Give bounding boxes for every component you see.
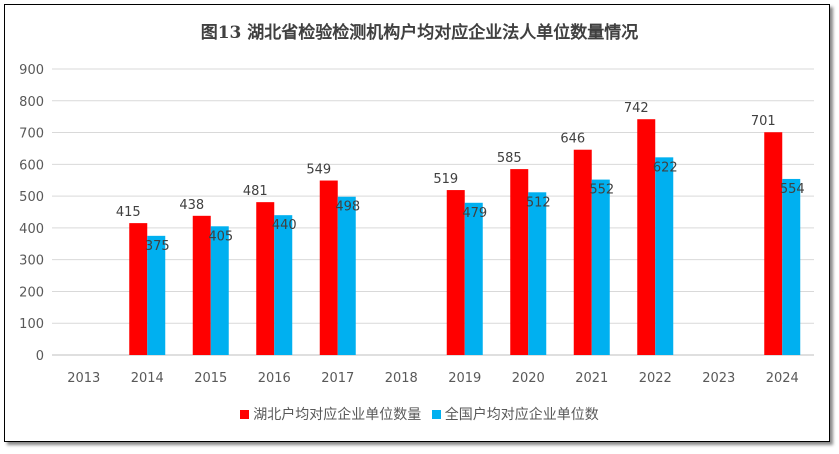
legend-swatch [431,409,441,419]
data-label: 438 [179,198,204,213]
bar-national [464,202,483,355]
x-tick-label: 2016 [258,371,291,386]
bar-national [210,226,229,355]
bar-national [655,157,674,355]
data-label: 512 [526,195,551,210]
y-tick-label: 100 [19,317,44,332]
bar-national [782,178,801,355]
bar-hubei [192,215,211,355]
x-tick-label: 2022 [639,371,672,386]
legend: 湖北户均对应企业单位数量 全国户均对应企业单位数 [0,404,839,424]
bar-hubei [764,132,783,355]
data-label: 701 [751,114,776,129]
y-tick-label: 600 [19,158,44,173]
y-tick-label: 700 [19,127,44,142]
bar-national [274,215,293,355]
bar-national [147,235,166,355]
x-tick-label: 2021 [575,371,608,386]
y-tick-label: 300 [19,254,44,269]
data-label: 519 [433,172,458,187]
y-tick-label: 200 [19,285,44,300]
bar-hubei [637,119,656,355]
data-label: 646 [560,132,585,147]
x-tick-label: 2019 [448,371,481,386]
legend-label: 湖北户均对应企业单位数量 [253,407,422,423]
x-tick-label: 2017 [321,371,354,386]
data-label: 622 [653,160,678,175]
bar-hubei [129,223,148,355]
data-label: 585 [497,151,522,166]
data-label: 375 [145,239,170,254]
x-tick-label: 2013 [67,371,100,386]
data-label: 479 [462,206,487,221]
y-tick-label: 0 [36,349,44,364]
x-tick-label: 2020 [512,371,545,386]
x-tick-label: 2018 [385,371,418,386]
y-tick-label: 900 [19,63,44,78]
chart-frame [4,4,830,442]
bar-national [337,196,356,355]
legend-item-national: 全国户均对应企业单位数 [431,404,599,424]
y-tick-label: 500 [19,190,44,205]
bar-national [591,179,610,355]
x-tick-label: 2024 [766,371,799,386]
y-tick-label: 400 [19,222,44,237]
x-tick-label: 2015 [194,371,227,386]
bar-national [528,192,547,355]
bar-hubei [573,149,592,355]
y-tick-label: 800 [19,95,44,110]
data-label: 405 [208,229,233,244]
data-label: 552 [589,183,614,198]
legend-label: 全国户均对应企业单位数 [444,407,599,423]
chart-title: 图13 湖北省检验检测机构户均对应企业法人单位数量情况 [200,23,639,43]
data-label: 415 [116,205,141,220]
data-label: 498 [335,200,360,215]
legend-item-hubei: 湖北户均对应企业单位数量 [240,404,421,424]
bar-hubei [319,180,338,355]
x-tick-label: 2014 [131,371,164,386]
bar-hubei [446,190,465,355]
data-label: 549 [306,163,331,178]
data-label: 440 [272,218,297,233]
bar-hubei [256,202,275,355]
bar-hubei [510,169,529,355]
x-tick-label: 2023 [702,371,735,386]
legend-swatch [240,409,250,419]
data-label: 481 [243,184,268,199]
data-label: 742 [624,101,649,116]
data-label: 554 [780,182,805,197]
